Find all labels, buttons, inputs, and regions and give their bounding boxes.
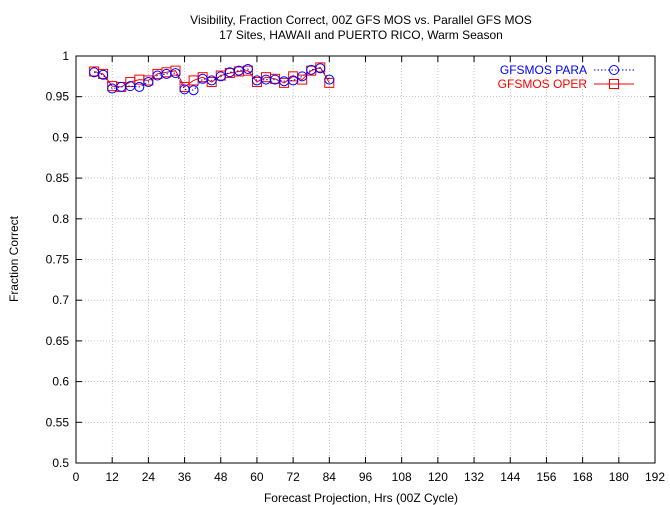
series-oper-point bbox=[324, 77, 335, 88]
y-tick-label: 0.65 bbox=[46, 334, 70, 348]
x-tick-label: 156 bbox=[536, 470, 556, 484]
series-oper-point bbox=[89, 66, 100, 77]
y-tick-label: 0.8 bbox=[52, 212, 69, 226]
series-para-point bbox=[134, 81, 145, 92]
x-tick-label: 12 bbox=[106, 470, 120, 484]
y-tick-label: 0.5 bbox=[52, 456, 69, 470]
series-oper-point bbox=[179, 81, 190, 92]
tick-layer: 0.5 0.55 0.6 0.65 0.7 0.75 0.8 0.85 0.9 0.95 1 0 12 2… bbox=[46, 49, 666, 484]
y-axis-label: Fraction Correct bbox=[7, 215, 21, 302]
x-tick-label: 0 bbox=[73, 470, 80, 484]
y-tick-label: 0.55 bbox=[46, 415, 70, 429]
legend-marker bbox=[609, 79, 619, 89]
legend-label: GFSMOS PARA bbox=[500, 63, 587, 77]
series-para-point bbox=[288, 75, 299, 86]
series-para-point bbox=[206, 75, 217, 86]
y-tick-label: 0.9 bbox=[52, 130, 69, 144]
x-tick-label: 48 bbox=[214, 470, 228, 484]
series-oper-line bbox=[93, 66, 330, 88]
legend-marker bbox=[609, 65, 619, 75]
x-tick-label: 180 bbox=[609, 470, 629, 484]
x-tick-label: 96 bbox=[359, 470, 373, 484]
series-para-point bbox=[188, 85, 199, 96]
series-para-point bbox=[270, 74, 281, 85]
legend-label: GFSMOS OPER bbox=[498, 77, 588, 91]
y-tick-label: 0.85 bbox=[46, 171, 70, 185]
series-para-line bbox=[93, 67, 330, 91]
x-tick-label: 108 bbox=[392, 470, 412, 484]
x-tick-label: 60 bbox=[250, 470, 264, 484]
x-tick-label: 84 bbox=[323, 470, 337, 484]
series-layer bbox=[89, 62, 335, 96]
series-oper-point bbox=[170, 65, 181, 76]
x-tick-label: 144 bbox=[500, 470, 520, 484]
x-tick-label: 132 bbox=[464, 470, 484, 484]
series-para-point bbox=[242, 64, 253, 75]
x-axis-label: Forecast Projection, Hrs (00Z Cycle) bbox=[264, 491, 458, 505]
grid-layer bbox=[75, 55, 656, 464]
series-para-point bbox=[143, 77, 154, 88]
series-para-point bbox=[170, 68, 181, 79]
series-para-point bbox=[98, 69, 109, 80]
x-tick-label: 36 bbox=[178, 470, 192, 484]
series-para-point bbox=[315, 63, 326, 74]
x-tick-label: 24 bbox=[142, 470, 156, 484]
y-tick-label: 0.75 bbox=[46, 253, 70, 267]
chart-subtitle: 17 Sites, HAWAII and PUERTO RICO, Warm S… bbox=[219, 28, 503, 42]
y-tick-label: 0.7 bbox=[52, 293, 69, 307]
y-tick-label: 1 bbox=[62, 49, 69, 63]
x-tick-label: 120 bbox=[428, 470, 448, 484]
series-para-point bbox=[89, 67, 100, 78]
series-para-point bbox=[215, 71, 226, 82]
series-para-point bbox=[233, 65, 244, 76]
y-tick-label: 0.6 bbox=[52, 375, 69, 389]
series-para-point bbox=[324, 74, 335, 85]
series-para-point bbox=[297, 71, 308, 82]
chart-title: Visibility, Fraction Correct, 00Z GFS MO… bbox=[190, 13, 532, 27]
x-tick-label: 192 bbox=[645, 470, 665, 484]
y-tick-label: 0.95 bbox=[46, 90, 70, 104]
x-tick-label: 72 bbox=[286, 470, 300, 484]
x-tick-label: 168 bbox=[573, 470, 593, 484]
